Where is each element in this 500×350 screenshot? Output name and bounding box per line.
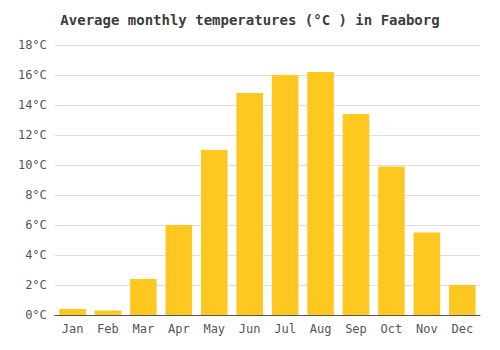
svg-text:6°C: 6°C: [25, 218, 47, 232]
svg-text:4°C: 4°C: [25, 248, 47, 262]
svg-text:10°C: 10°C: [18, 158, 47, 172]
svg-text:2°C: 2°C: [25, 278, 47, 292]
svg-text:14°C: 14°C: [18, 98, 47, 112]
svg-text:Apr: Apr: [168, 322, 190, 336]
svg-text:16°C: 16°C: [18, 68, 47, 82]
svg-text:May: May: [203, 322, 225, 336]
svg-text:0°C: 0°C: [25, 308, 47, 322]
svg-text:12°C: 12°C: [18, 128, 47, 142]
svg-text:8°C: 8°C: [25, 188, 47, 202]
svg-text:Jul: Jul: [274, 322, 296, 336]
svg-text:Nov: Nov: [416, 322, 438, 336]
svg-text:Jun: Jun: [239, 322, 261, 336]
svg-text:Sep: Sep: [345, 322, 367, 336]
svg-text:Mar: Mar: [133, 322, 155, 336]
svg-text:Dec: Dec: [451, 322, 473, 336]
svg-text:Oct: Oct: [381, 322, 403, 336]
svg-text:Average monthly temperatures (: Average monthly temperatures (°C ) in Fa…: [60, 12, 439, 28]
svg-text:Aug: Aug: [310, 322, 332, 336]
svg-text:18°C: 18°C: [18, 38, 47, 52]
svg-text:Feb: Feb: [97, 322, 119, 336]
svg-text:Jan: Jan: [62, 322, 84, 336]
